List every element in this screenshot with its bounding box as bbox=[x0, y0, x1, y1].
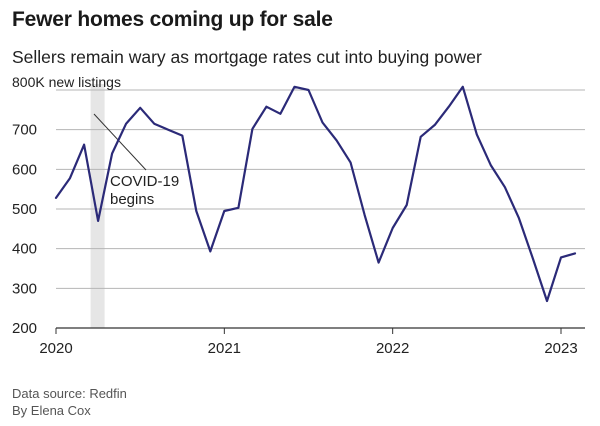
x-axis-labels: 2020 2021 2022 2023 bbox=[39, 328, 578, 357]
new-listings-series bbox=[54, 85, 577, 303]
byline: By Elena Cox bbox=[12, 403, 91, 418]
x-tick-label-2022: 2022 bbox=[376, 340, 409, 357]
new-listings-line bbox=[54, 85, 577, 303]
y-tick-label-600: 600 bbox=[12, 161, 37, 178]
data-source: Data source: Redfin bbox=[12, 386, 127, 401]
x-tick-label-2020: 2020 bbox=[39, 340, 72, 357]
chart-title: Fewer homes coming up for sale bbox=[12, 8, 333, 31]
x-tick-label-2023: 2023 bbox=[544, 340, 577, 357]
covid-shaded-band bbox=[90, 84, 105, 328]
covid-shade-rect bbox=[90, 84, 105, 328]
chart-subtitle: Sellers remain wary as mortgage rates cu… bbox=[12, 47, 482, 67]
covid-annotation-line-1: COVID-19 bbox=[110, 173, 179, 190]
y-axis-labels: 200 300 400 500 600 700 800K new listings bbox=[12, 74, 121, 337]
y-tick-label-300: 300 bbox=[12, 280, 37, 297]
y-tick-label-400: 400 bbox=[12, 241, 37, 258]
y-tick-label-700: 700 bbox=[12, 122, 37, 139]
y-tick-label-500: 500 bbox=[12, 201, 37, 218]
covid-leader-line bbox=[93, 113, 147, 171]
gridlines bbox=[56, 89, 585, 329]
y-tick-label-200: 200 bbox=[12, 320, 37, 337]
y-tick-label-800: 800K new listings bbox=[12, 74, 121, 90]
x-tick-label-2021: 2021 bbox=[208, 340, 241, 357]
covid-annotation-line-2: begins bbox=[110, 191, 154, 208]
